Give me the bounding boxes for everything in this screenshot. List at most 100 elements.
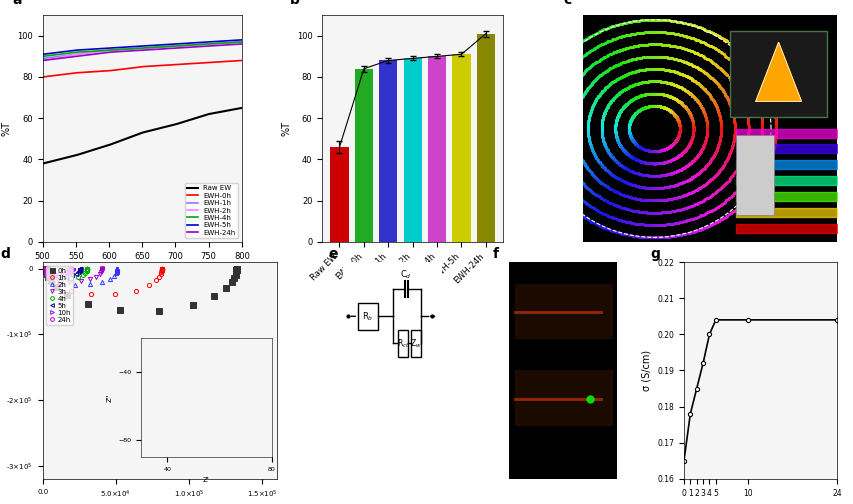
3h	[38, 266, 49, 272]
1h	[40, 266, 50, 272]
1h	[157, 266, 167, 272]
EWH-24h	[74, 53, 84, 59]
0h	[231, 266, 241, 272]
10h	[38, 267, 49, 273]
4h	[73, 274, 84, 280]
24h	[64, 266, 74, 272]
4h	[66, 275, 76, 281]
0h	[41, 266, 51, 272]
10h	[42, 270, 52, 276]
5h	[61, 274, 71, 280]
EWH-5h	[219, 38, 229, 44]
3h	[76, 278, 86, 284]
4h	[82, 266, 92, 272]
10h	[67, 266, 78, 272]
EWH-1h	[49, 54, 60, 60]
EWH-1h	[45, 54, 55, 60]
3h	[97, 266, 107, 272]
3h	[97, 266, 107, 272]
24h	[38, 266, 49, 272]
FancyBboxPatch shape	[729, 31, 826, 117]
5h	[38, 266, 49, 272]
5h	[75, 266, 85, 272]
Bar	[379, 60, 397, 242]
3h	[97, 266, 107, 272]
3h	[97, 266, 107, 272]
10h	[67, 266, 78, 272]
10h	[67, 266, 78, 272]
0h	[231, 267, 241, 273]
Text: Z$_{w}$: Z$_{w}$	[409, 337, 421, 350]
10h	[38, 266, 49, 272]
1h	[66, 287, 76, 293]
10h	[67, 266, 78, 272]
5h	[47, 273, 57, 279]
2h	[112, 266, 122, 272]
Y-axis label: σ (S/cm): σ (S/cm)	[641, 350, 651, 391]
5h	[75, 266, 85, 272]
3h	[38, 267, 49, 273]
4h	[81, 269, 91, 275]
5h	[38, 267, 49, 273]
24h	[64, 266, 74, 272]
0h	[229, 275, 240, 281]
3h	[40, 270, 50, 276]
24h	[64, 266, 74, 272]
4h	[78, 272, 88, 278]
0h	[231, 266, 241, 272]
Bar	[354, 69, 373, 242]
EWH-24h	[226, 42, 236, 48]
10h	[67, 266, 78, 272]
0h	[231, 266, 241, 272]
Y-axis label: %T: %T	[281, 121, 291, 136]
Raw EW	[219, 108, 229, 114]
EWH-24h	[38, 57, 48, 64]
EWH-24h	[236, 41, 247, 47]
10h	[38, 266, 49, 272]
Raw EW	[49, 158, 60, 164]
1h	[157, 267, 167, 273]
4h	[82, 266, 92, 272]
3h	[97, 266, 107, 272]
10h	[67, 266, 78, 272]
4h	[38, 266, 49, 272]
0h	[188, 301, 198, 307]
10h	[45, 271, 55, 277]
EWH-2h	[74, 51, 84, 57]
5h	[38, 267, 49, 273]
10h	[38, 266, 49, 272]
10h	[38, 266, 49, 272]
Raw EW	[90, 146, 101, 152]
0h	[115, 307, 125, 313]
EWH-5h	[236, 37, 247, 43]
2h	[111, 270, 121, 276]
0h	[231, 267, 241, 273]
2h	[39, 268, 49, 274]
10h	[67, 266, 78, 272]
3h	[38, 266, 49, 272]
24h	[64, 266, 74, 272]
4h	[82, 266, 92, 272]
3h	[97, 266, 107, 272]
5h	[75, 266, 85, 272]
2h	[40, 269, 50, 275]
4h	[80, 270, 90, 276]
EWH-2h	[90, 49, 101, 55]
24h	[41, 270, 51, 276]
24h	[64, 266, 74, 272]
24h	[64, 266, 74, 272]
Line: 0h: 0h	[44, 266, 239, 313]
EWH-2h	[45, 56, 55, 62]
2h	[39, 266, 49, 272]
Raw EW	[226, 107, 236, 113]
5h	[39, 268, 49, 274]
Line: Raw EW: Raw EW	[43, 108, 241, 164]
1h	[157, 266, 167, 272]
1h	[157, 266, 167, 272]
Line: EWH-4h: EWH-4h	[43, 42, 241, 56]
1h	[131, 288, 141, 294]
1h	[53, 282, 63, 288]
3h	[39, 269, 49, 275]
24h	[49, 272, 59, 278]
24h	[44, 271, 55, 277]
